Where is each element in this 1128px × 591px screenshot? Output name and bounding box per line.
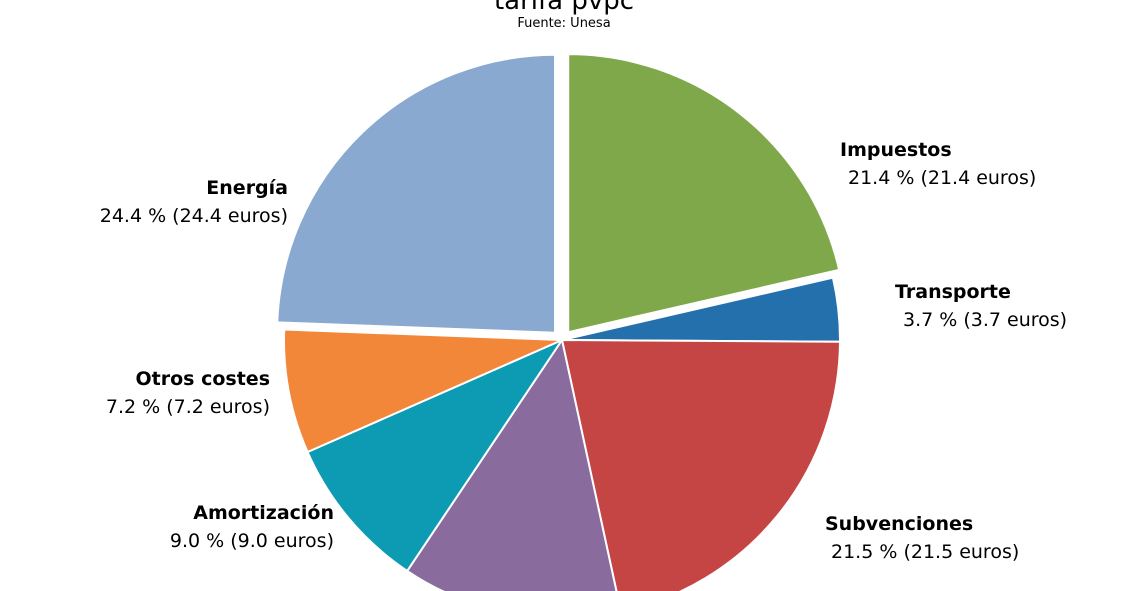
pie-slice-amortizaci-n <box>306 339 563 572</box>
label-subvenciones: Subvenciones 21.5 % (21.5 euros) <box>825 510 1085 566</box>
pie-slice-energ-a <box>276 53 557 334</box>
slice-value: 3.7 % (3.7 euros) <box>903 309 1068 331</box>
slice-name: Impuestos <box>840 139 952 161</box>
label-energia: Energía 24.4 % (24.4 euros) <box>28 174 288 230</box>
slice-name: Subvenciones <box>825 513 974 535</box>
label-otros-costes: Otros costes 7.2 % (7.2 euros) <box>10 365 270 421</box>
slice-value: 9.0 % (9.0 euros) <box>169 530 334 552</box>
slice-name: Energía <box>206 177 288 199</box>
slice-name: Amortización <box>193 502 334 524</box>
slice-value: 24.4 % (24.4 euros) <box>99 205 288 227</box>
slice-value: 21.4 % (21.4 euros) <box>848 167 1037 189</box>
slice-value: 7.2 % (7.2 euros) <box>105 396 270 418</box>
pie-slice-unlabeled-3 <box>406 339 618 591</box>
label-impuestos: Impuestos 21.4 % (21.4 euros) <box>840 136 1100 192</box>
chart-subtitle: Fuente: Unesa <box>517 16 611 31</box>
slice-name: Otros costes <box>135 368 270 390</box>
pie-slice-impuestos <box>567 53 841 334</box>
slice-value: 21.5 % (21.5 euros) <box>831 541 1020 563</box>
pie-slice-otros-costes <box>283 328 563 454</box>
chart-title: tarifa pvpc <box>493 0 635 16</box>
label-transporte: Transporte 3.7 % (3.7 euros) <box>895 278 1128 334</box>
slice-name: Transporte <box>895 281 1011 303</box>
label-amortizacion: Amortización 9.0 % (9.0 euros) <box>74 499 334 555</box>
pie-slice-subvenciones <box>561 339 841 591</box>
